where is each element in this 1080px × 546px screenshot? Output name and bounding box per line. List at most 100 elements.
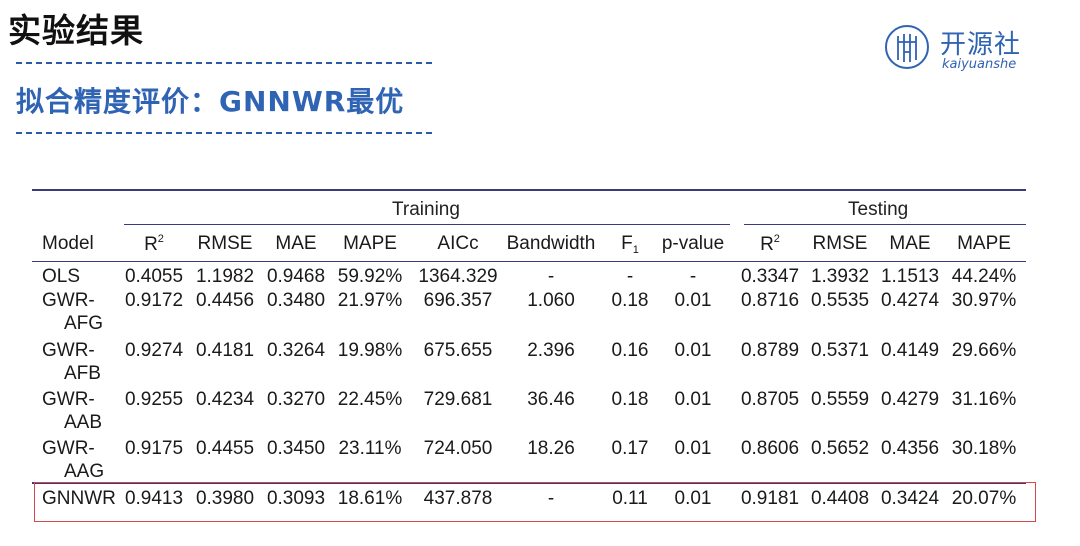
logo-text-cn: 开源社 [940,30,1022,60]
cell-pvalue: 0.01 [674,389,712,410]
col-header-mae: MAE [275,233,317,254]
cell-test-mape: 30.97% [951,290,1017,311]
col-header-mape: MAPE [343,233,397,254]
cell-test-rmse: 0.5652 [810,438,870,459]
cell-r2: 0.9274 [124,340,184,361]
table-header-rule [32,261,1026,262]
cell-test-mae: 0.4279 [880,389,940,410]
dashed-divider-bottom [16,132,432,134]
col-header-test-mape: MAPE [957,233,1011,254]
kaiyuanshe-logo: 开源社 kaiyuanshe [884,24,1044,76]
cell-aicc: 1364.329 [418,266,498,287]
cell-test-mape: 29.66% [951,340,1017,361]
cell-model: GWR- [42,340,95,361]
group-header-testing: Testing [848,199,909,220]
cell-mae: 0.3450 [266,438,326,459]
cell-model: GWR- [42,389,95,410]
cell-r2: 0.9413 [124,488,184,509]
cell-test-r2: 0.8705 [740,389,800,410]
cell-mae: 0.3270 [266,389,326,410]
table-bottom-rule [32,482,1026,484]
cell-test-mape: 20.07% [951,488,1017,509]
col-header-test-mae: MAE [889,233,931,254]
cell-aicc: 729.681 [423,389,493,410]
cell-aicc: 696.357 [423,290,493,311]
cell-mae: 0.3093 [266,488,326,509]
cell-r2: 0.9172 [124,290,184,311]
cell-model: GWR- [42,438,95,459]
cell-r2: 0.4055 [124,266,184,287]
cell-f1: 0.18 [611,290,649,311]
col-header-test-rmse: RMSE [812,233,868,254]
cell-test-mape: 44.24% [951,266,1017,287]
col-header-model: Model [42,233,94,254]
col-header-bandwidth: Bandwidth [506,233,596,254]
cell-test-r2: 0.8789 [740,340,800,361]
gnnwr-highlight-box [34,482,1036,522]
cell-mae: 0.3264 [266,340,326,361]
page-title: 实验结果 [8,11,144,50]
cell-test-rmse: 1.3932 [810,266,870,287]
cell-test-mae: 0.4274 [880,290,940,311]
cell-bandwidth: 36.46 [527,389,575,410]
cell-rmse: 0.4234 [195,389,255,410]
cell-test-rmse: 0.5535 [810,290,870,311]
cell-test-rmse: 0.5371 [810,340,870,361]
cell-model: GWR- [42,290,95,311]
cell-mape: 19.98% [337,340,403,361]
cell-test-mae: 0.4356 [880,438,940,459]
cell-model-suffix: AFG [64,313,104,334]
cell-bandwidth: 1.060 [527,290,575,311]
cell-aicc: 724.050 [423,438,493,459]
cell-test-rmse: 0.5559 [810,389,870,410]
cell-mape: 18.61% [337,488,403,509]
col-header-pvalue: p-value [661,233,725,254]
cell-test-r2: 0.9181 [740,488,800,509]
cell-rmse: 1.1982 [195,266,255,287]
group-header-training: Training [392,199,460,220]
cell-aicc: 437.878 [423,488,493,509]
logo-text-en: kaiyuanshe [942,57,1017,72]
cell-bandwidth: - [547,488,555,509]
training-underline [124,224,730,225]
cell-f1: 0.17 [611,438,649,459]
cell-f1: 0.11 [612,488,648,509]
slide-subtitle: 拟合精度评价：GNNWR最优 [16,85,405,118]
col-header-test-r2: R2 [760,233,780,255]
testing-underline [744,224,1026,225]
cell-test-mae: 1.1513 [880,266,940,287]
cell-pvalue: - [689,266,697,287]
cell-mae: 0.3480 [266,290,326,311]
cell-bandwidth: 2.396 [527,340,575,361]
cell-bandwidth: - [547,266,555,287]
cell-test-r2: 0.8716 [740,290,800,311]
cell-test-rmse: 0.4408 [810,488,870,509]
cell-pvalue: 0.01 [674,340,712,361]
col-header-aicc: AICc [437,233,479,254]
cell-mae: 0.9468 [266,266,326,287]
cell-pvalue: 0.01 [674,290,712,311]
col-header-r2: R2 [144,233,164,255]
cell-r2: 0.9255 [124,389,184,410]
cell-r2: 0.9175 [124,438,184,459]
cell-f1: 0.16 [611,340,649,361]
cell-rmse: 0.4181 [195,340,255,361]
logo-emblem-icon [885,25,929,69]
cell-model-suffix: AAB [64,412,103,433]
cell-model-suffix: AFB [64,363,101,384]
cell-aicc: 675.655 [423,340,493,361]
cell-rmse: 0.4456 [195,290,255,311]
col-header-rmse: RMSE [197,233,253,254]
cell-test-r2: 0.3347 [740,266,800,287]
cell-bandwidth: 18.26 [527,438,575,459]
cell-f1: 0.18 [611,389,649,410]
table-top-rule [32,189,1026,191]
cell-test-mape: 31.16% [951,389,1017,410]
cell-model: GNNWR [42,488,116,509]
cell-mape: 22.45% [337,389,403,410]
cell-test-mae: 0.4149 [880,340,940,361]
cell-pvalue: 0.01 [674,438,712,459]
cell-mape: 23.11% [338,438,402,459]
cell-test-mae: 0.3424 [880,488,940,509]
cell-test-r2: 0.8606 [740,438,800,459]
